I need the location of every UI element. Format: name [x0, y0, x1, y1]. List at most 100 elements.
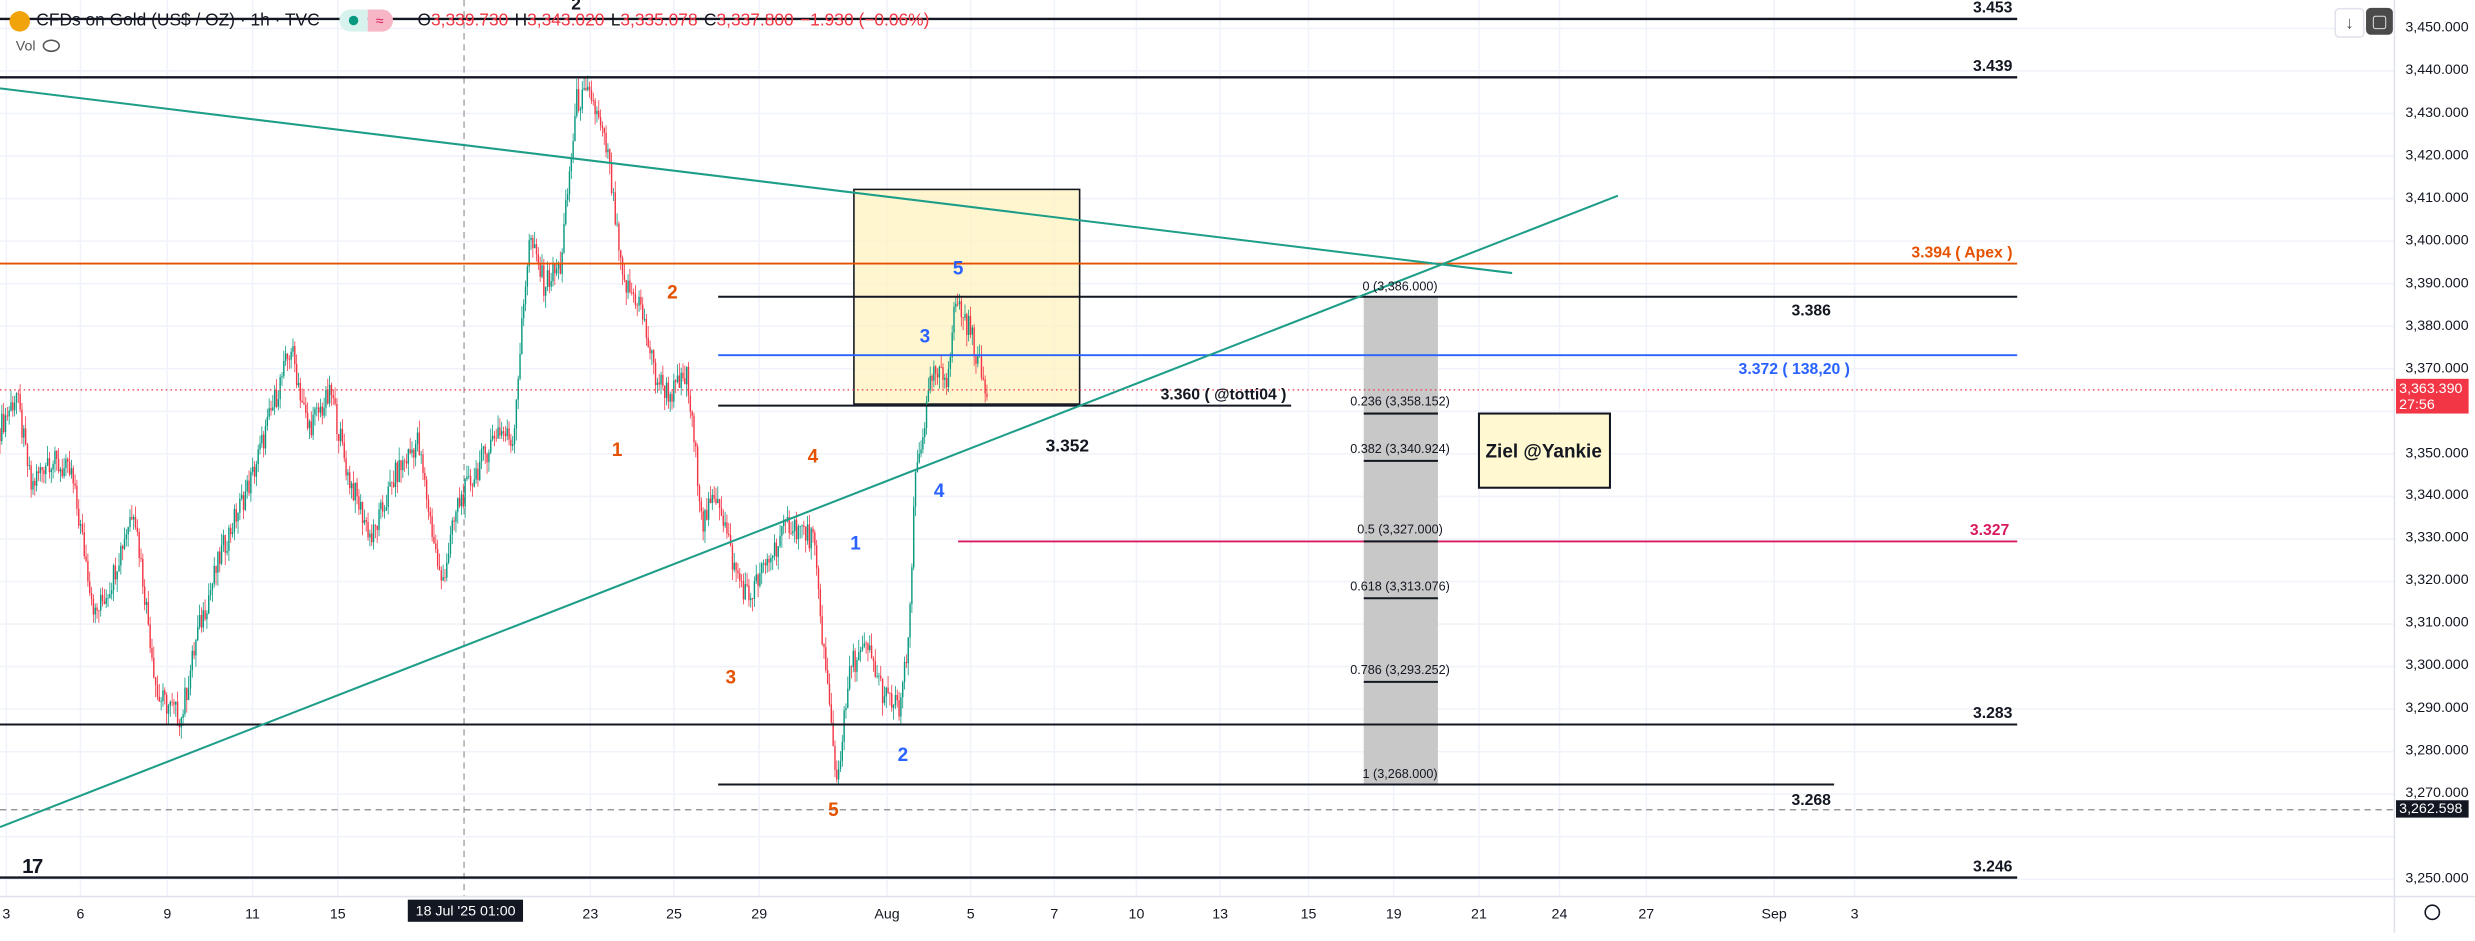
candle-body: [826, 669, 829, 684]
candle-body: [4, 415, 7, 433]
target-note: Ziel @Yankie: [1485, 442, 1601, 463]
candle-body: [297, 383, 300, 386]
candle-body: [603, 128, 605, 133]
fib-label: 0.5 (3,327.000): [1357, 522, 1443, 536]
candle-body: [378, 509, 380, 531]
candle-body: [627, 280, 629, 293]
descending-trendline[interactable]: [0, 87, 1513, 275]
candle-body: [233, 509, 236, 533]
candle-body: [766, 558, 768, 566]
candle-body: [317, 407, 320, 413]
candle-body: [495, 438, 497, 439]
time-axis-label: 7: [1050, 906, 1059, 922]
scroll-to-latest-button[interactable]: ↓: [2334, 7, 2365, 38]
candle-body: [431, 516, 433, 537]
candle-body: [541, 265, 543, 277]
candle-body: [779, 535, 781, 547]
price-axis-label: 3,450.000: [2405, 18, 2469, 35]
candle-body: [801, 525, 803, 527]
candle-body: [242, 495, 245, 510]
candle-body: [729, 535, 732, 546]
candle-body: [290, 351, 292, 360]
candle-body: [819, 589, 822, 617]
ohlc-close: 3,337.800: [716, 11, 794, 30]
time-axis-label: 11: [245, 906, 260, 922]
candle-body: [195, 640, 197, 656]
ascending-trendline[interactable]: [0, 194, 1619, 829]
symbol-header[interactable]: CFDs on Gold (US$ / OZ) · 1h · TVC ≈ O 3,…: [9, 8, 929, 33]
candle-body: [48, 458, 51, 473]
candle-body: [691, 411, 693, 416]
candle-body: [219, 551, 221, 564]
candle-body: [288, 358, 291, 360]
candle-body: [486, 453, 488, 463]
candle-body: [413, 449, 415, 458]
level-label-3246: 3.246: [1973, 858, 2013, 875]
time-axis-label: 3: [2, 906, 11, 922]
ohlc-open-key: O: [417, 11, 432, 30]
settings-gear-icon[interactable]: [2424, 904, 2441, 921]
wave-label-blue-5: 5: [953, 259, 964, 280]
data-delay-badge[interactable]: ≈: [367, 9, 393, 32]
candle-body: [250, 471, 252, 494]
price-axis-label: 3,350.000: [2405, 444, 2469, 461]
candle-body: [715, 498, 717, 504]
candle-body: [718, 499, 721, 509]
candle-body: [206, 613, 208, 620]
candle-body: [35, 471, 38, 486]
candle-body: [460, 494, 463, 507]
eye-icon[interactable]: [41, 39, 60, 53]
candle-body: [859, 649, 862, 653]
candle-body: [142, 558, 144, 587]
candle-body: [638, 296, 640, 306]
candle-body: [299, 383, 302, 401]
candle-body: [466, 476, 468, 480]
candle-body: [277, 399, 280, 407]
candle-body: [885, 687, 887, 697]
candle-body: [208, 595, 210, 614]
candle-body: [555, 268, 558, 274]
candle-body: [341, 428, 344, 443]
candle-body: [332, 395, 334, 399]
candle-body: [286, 353, 289, 359]
candle-body: [387, 486, 389, 508]
candle-body: [594, 100, 596, 115]
candle-body: [607, 149, 609, 153]
candle-body: [204, 610, 206, 620]
candle-body: [330, 384, 333, 396]
candle-body: [772, 555, 774, 558]
level-label-3283: 3.283: [1973, 705, 2013, 722]
ohlc-high: 3,343.020: [527, 11, 605, 30]
candle-body: [762, 563, 765, 564]
candle-body: [975, 356, 977, 364]
candle-body: [392, 482, 395, 487]
candle-body: [693, 415, 695, 443]
candle-body: [383, 510, 386, 512]
target-note-box[interactable]: [1477, 412, 1611, 489]
candle-body: [544, 287, 547, 296]
volume-indicator[interactable]: Vol: [16, 38, 60, 54]
symbol-title[interactable]: CFDs on Gold (US$ / OZ) · 1h · TVC: [36, 11, 320, 30]
market-status-icon[interactable]: [338, 9, 368, 32]
candle-body: [933, 366, 935, 381]
candle-body: [662, 374, 664, 386]
candle-body: [920, 449, 922, 454]
candle-body: [757, 574, 759, 586]
candle-body: [881, 678, 884, 704]
candle-body: [26, 444, 29, 466]
candle-body: [894, 695, 897, 706]
candle-body: [698, 485, 701, 502]
candle-body: [37, 471, 40, 474]
candle-body: [508, 428, 510, 440]
candle-body: [660, 374, 662, 385]
candle-body: [696, 446, 699, 486]
candle-body: [517, 378, 519, 400]
screenshot-button[interactable]: ▢: [2366, 7, 2393, 35]
candle-body: [427, 499, 430, 512]
candle-body: [830, 704, 833, 723]
candle-body: [651, 350, 653, 354]
candle-body: [101, 594, 104, 602]
price-axis-label: 3,270.000: [2405, 784, 2469, 801]
candle-body: [546, 270, 549, 288]
